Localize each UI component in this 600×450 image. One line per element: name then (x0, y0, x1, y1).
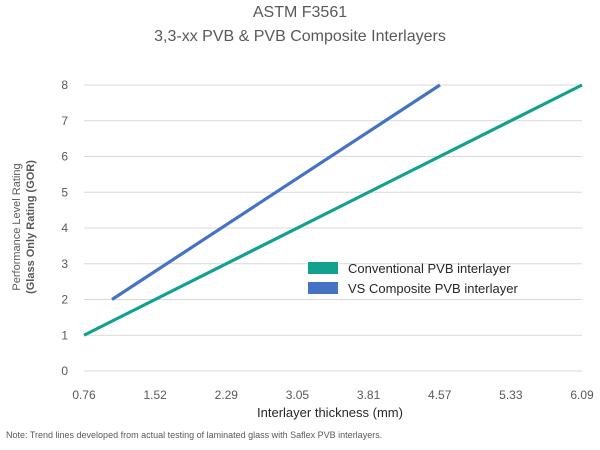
y-tick-label-1: 1 (61, 328, 68, 342)
x-axis-label: Interlayer thickness (mm) (257, 405, 403, 420)
x-tick-label-3: 3.05 (286, 388, 310, 402)
x-tick-label-1: 1.52 (143, 388, 167, 402)
legend-swatch-0 (308, 262, 338, 274)
legend-label-0: Conventional PVB interlayer (348, 261, 511, 276)
legend-swatch-1 (308, 282, 338, 294)
footnote: Note: Trend lines developed from actual … (6, 430, 383, 440)
y-tick-label-4: 4 (61, 221, 68, 235)
y-tick-label-3: 3 (61, 257, 68, 271)
y-tick-label-6: 6 (61, 150, 68, 164)
legend-label-1: VS Composite PVB interlayer (348, 281, 518, 296)
x-tick-label-0: 0.76 (72, 388, 96, 402)
y-tick-label-0: 0 (61, 364, 68, 378)
x-tick-label-5: 4.57 (428, 388, 452, 402)
x-tick-label-2: 2.29 (215, 388, 239, 402)
series-line-1 (111, 83, 441, 301)
x-tick-label-7: 6.09 (570, 388, 594, 402)
y-tick-label-7: 7 (61, 114, 68, 128)
series-line-0 (83, 83, 583, 337)
y-tick-label-2: 2 (61, 293, 68, 307)
y-tick-label-5: 5 (61, 185, 68, 199)
y-tick-label-8: 8 (61, 78, 68, 92)
x-tick-label-6: 5.33 (499, 388, 523, 402)
chart-subtitle: 3,3-xx PVB & PVB Composite Interlayers (154, 28, 446, 45)
chart-title: ASTM F3561 (252, 4, 348, 21)
x-tick-label-4: 3.81 (357, 388, 381, 402)
